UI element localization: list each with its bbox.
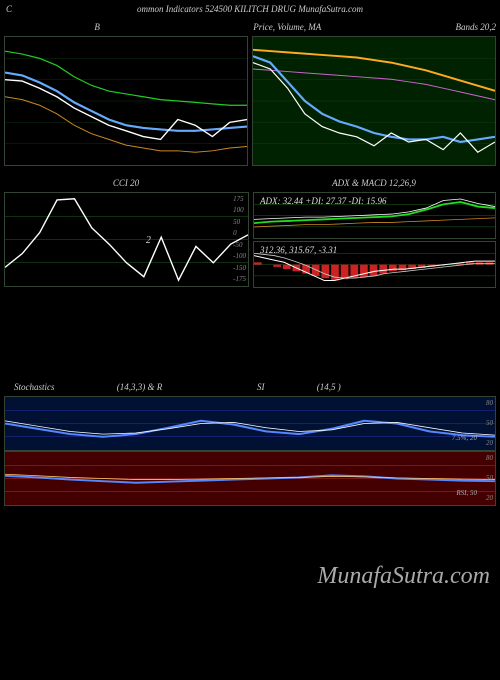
rsi-panel: 805020RSI, 50 bbox=[4, 451, 496, 506]
adx-overlay-text: ADX: 32.44 +DI: 27.37 -DI: 15.96 bbox=[260, 196, 387, 206]
cci-center-note: 2 bbox=[146, 235, 151, 246]
cci-y-labels: 175100500-50-100-150-175 bbox=[233, 193, 246, 286]
macd-overlay-text: 312.36, 315.67, -3.31 bbox=[260, 245, 337, 255]
page-header: C ommon Indicators 524500 KILITCH DRUG M… bbox=[0, 0, 500, 18]
adx-panel: ADX: 32.44 +DI: 27.37 -DI: 15.96 bbox=[253, 192, 496, 239]
panel-title-bands: Bands 20,2 bbox=[384, 18, 496, 36]
header-lead: C bbox=[6, 4, 12, 14]
price-panel bbox=[252, 36, 496, 166]
stoch-title-right: SI (14,5 ) bbox=[257, 378, 496, 396]
panel-title-adx: ADX & MACD 12,26,9 bbox=[252, 174, 496, 192]
panel-title-bollinger: B bbox=[4, 18, 190, 36]
header-title: ommon Indicators 524500 KILITCH DRUG Mun… bbox=[137, 4, 363, 14]
panel-title-cci: CCI 20 bbox=[4, 174, 248, 192]
stochastics-panel: 8050207.5%, 20 bbox=[4, 396, 496, 451]
cci-panel: 175100500-50-100-150-175 2 bbox=[4, 192, 249, 287]
panel-title-price: Price, Volume, MA bbox=[194, 18, 380, 36]
stoch-title-left: Stochastics (14,3,3) & R bbox=[4, 378, 253, 396]
watermark-text: MunafaSutra.com bbox=[317, 563, 490, 590]
macd-panel: 312.36, 315.67, -3.31 bbox=[253, 241, 496, 288]
bollinger-panel bbox=[4, 36, 248, 166]
